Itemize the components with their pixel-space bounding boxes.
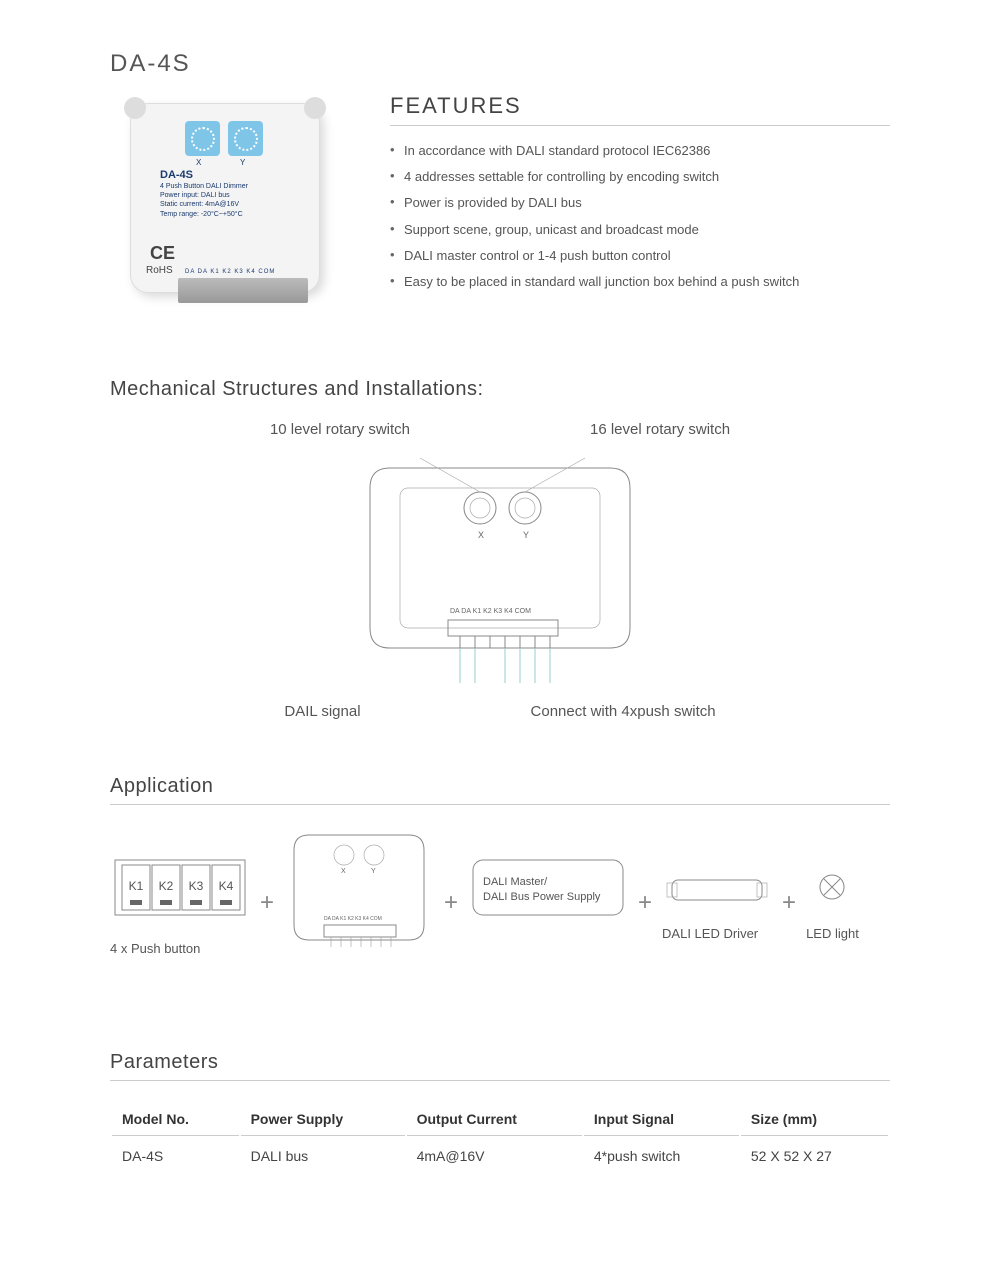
pin-labels: DA DA K1 K2 K3 K4 COM — [185, 269, 275, 275]
plus-icon: + — [638, 889, 652, 917]
feature-item: DALI master control or 1-4 push button c… — [390, 243, 890, 269]
pushbutton-caption: 4 x Push button — [110, 941, 250, 956]
mech-label-bl: DAIL signal — [284, 703, 360, 720]
mech-heading: Mechanical Structures and Installations: — [110, 378, 890, 401]
rohs-mark: RoHS — [146, 265, 173, 276]
terminal-block — [178, 278, 308, 303]
app-dali-master: DALI Master/ DALI Bus Power Supply — [468, 850, 628, 956]
param-table: Model No. Power Supply Output Current In… — [110, 1101, 890, 1176]
app-light: LED light — [806, 865, 859, 941]
product-title: DA-4S — [110, 50, 890, 78]
feature-item: In accordance with DALI standard protoco… — [390, 138, 890, 164]
app-driver: DALI LED Driver — [662, 865, 772, 941]
svg-text:Y: Y — [371, 868, 376, 875]
mech-label-br: Connect with 4xpush switch — [531, 703, 716, 720]
svg-text:X: X — [478, 530, 484, 540]
app-heading: Application — [110, 775, 890, 805]
svg-text:K4: K4 — [219, 879, 234, 893]
mech-label-tr: 16 level rotary switch — [590, 421, 730, 438]
svg-text:DALI Bus Power Supply: DALI Bus Power Supply — [483, 891, 601, 903]
plus-icon: + — [782, 889, 796, 917]
mech-diagram-wrap: 10 level rotary switch 16 level rotary s… — [110, 421, 890, 720]
th-output: Output Current — [407, 1103, 582, 1136]
plus-icon: + — [260, 889, 274, 917]
product-photo: X Y DA-4S 4 Push Button DALI Dimmer Powe… — [110, 93, 340, 323]
device-label-block: DA-4S 4 Push Button DALI Dimmer Power in… — [160, 168, 248, 219]
feature-item: Power is provided by DALI bus — [390, 190, 890, 216]
top-row: X Y DA-4S 4 Push Button DALI Dimmer Powe… — [110, 93, 890, 323]
features-heading: FEATURES — [390, 93, 890, 126]
svg-text:K2: K2 — [159, 879, 174, 893]
plus-icon: + — [444, 889, 458, 917]
th-input: Input Signal — [584, 1103, 739, 1136]
dial-y-label: Y — [240, 158, 245, 167]
svg-text:K3: K3 — [189, 879, 204, 893]
svg-text:DA DA K1 K2 K3 K4 COM: DA DA K1 K2 K3 K4 COM — [450, 608, 531, 615]
td: 4*push switch — [584, 1138, 739, 1174]
td: DALI bus — [241, 1138, 405, 1174]
features-list: In accordance with DALI standard protoco… — [390, 138, 890, 295]
table-row: DA-4S DALI bus 4mA@16V 4*push switch 52 … — [112, 1138, 888, 1174]
features-block: FEATURES In accordance with DALI standar… — [390, 93, 890, 295]
application-row: K1 K2 K3 K4 4 x Push button + X Y DA DA K… — [110, 825, 890, 981]
svg-text:X: X — [341, 868, 346, 875]
svg-text:DALI Master/: DALI Master/ — [483, 876, 548, 888]
ce-mark: CE — [150, 243, 175, 264]
th-power: Power Supply — [241, 1103, 405, 1136]
feature-item: Easy to be placed in standard wall junct… — [390, 269, 890, 295]
th-model: Model No. — [112, 1103, 239, 1136]
feature-item: 4 addresses settable for controlling by … — [390, 164, 890, 190]
feature-item: Support scene, group, unicast and broadc… — [390, 217, 890, 243]
driver-caption: DALI LED Driver — [662, 926, 772, 941]
app-device-outline: X Y DA DA K1 K2 K3 K4 COM — [284, 825, 434, 981]
dial-x-label: X — [196, 158, 201, 167]
td: 4mA@16V — [407, 1138, 582, 1174]
th-size: Size (mm) — [741, 1103, 888, 1136]
app-pushbuttons: K1 K2 K3 K4 4 x Push button — [110, 850, 250, 956]
mech-outline-svg: X Y DA DA K1 K2 K3 K4 COM — [330, 448, 670, 688]
mech-label-tl: 10 level rotary switch — [270, 421, 410, 438]
svg-text:DA DA K1 K2 K3 K4 COM: DA DA K1 K2 K3 K4 COM — [324, 916, 382, 922]
td: 52 X 52 X 27 — [741, 1138, 888, 1174]
param-heading: Parameters — [110, 1051, 890, 1081]
svg-text:Y: Y — [523, 530, 529, 540]
light-caption: LED light — [806, 926, 859, 941]
svg-text:K1: K1 — [129, 879, 144, 893]
td: DA-4S — [112, 1138, 239, 1174]
